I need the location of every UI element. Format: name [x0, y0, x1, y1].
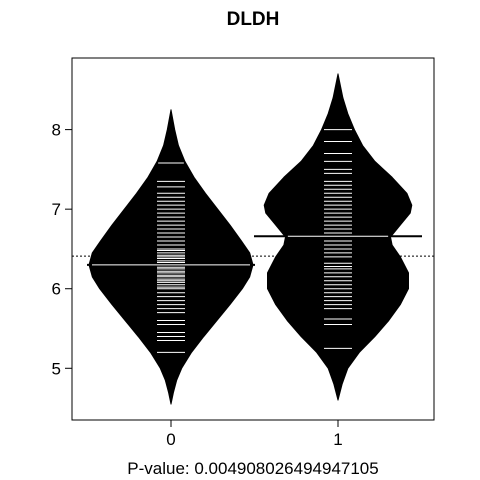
plot-frame — [71, 57, 435, 421]
y-tick-label: 5 — [52, 359, 61, 378]
chart-title: DLDH — [227, 9, 280, 30]
y-tick-label: 7 — [52, 200, 61, 219]
x-tick-label: 0 — [166, 430, 175, 449]
x-tick-label: 1 — [333, 430, 342, 449]
y-axis: 5 6 7 8 — [52, 121, 72, 378]
y-tick-label: 6 — [52, 280, 61, 299]
plot-area — [72, 73, 434, 405]
x-axis-label: P-value: 0.004908026494947105 — [127, 459, 378, 478]
y-tick-label: 8 — [52, 121, 61, 140]
